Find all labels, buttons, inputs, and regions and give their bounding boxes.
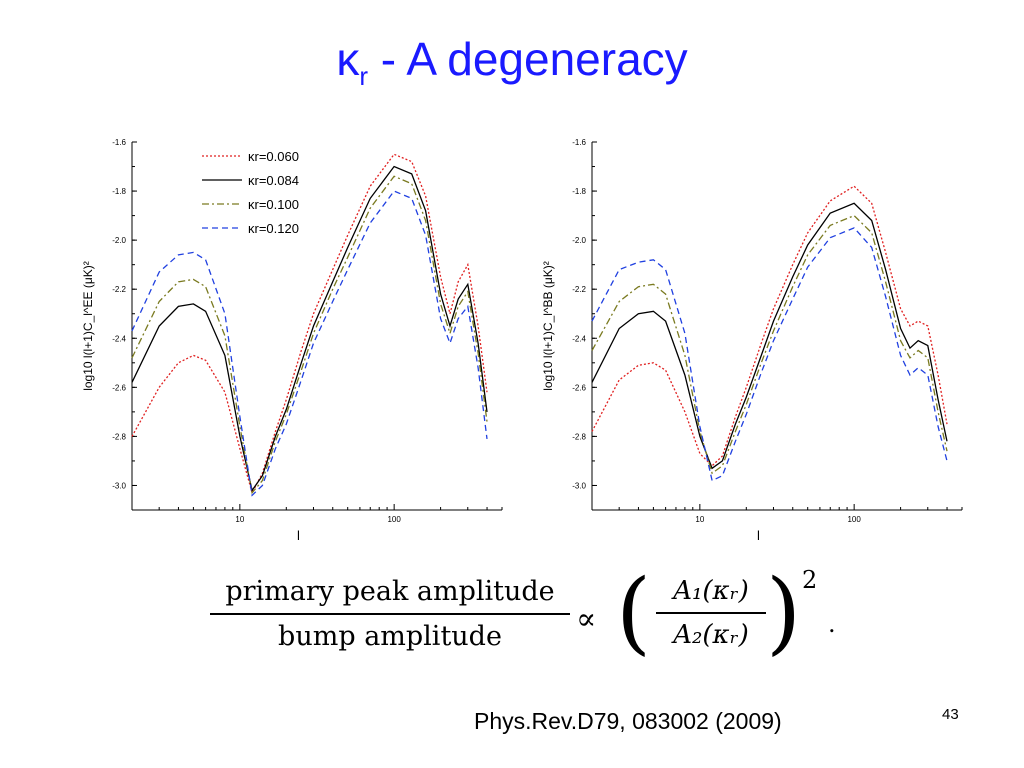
y-tick-label: -1.8 bbox=[112, 187, 126, 196]
ee-spectrum-chart: -1.6 -1.8 -2.0 -2.2 -2.4 -2.6 -2.8 -3.0 10 100 l lo… bbox=[70, 128, 510, 553]
rhs-fraction-bar bbox=[656, 612, 766, 614]
series-line bbox=[131, 165, 488, 492]
title-subscript: r bbox=[359, 61, 368, 92]
amplitude-ratio-formula: primary peak amplitude bump amplitude ∝ … bbox=[210, 560, 836, 668]
series-line bbox=[591, 214, 948, 475]
y-tick-label: -2.8 bbox=[572, 432, 586, 441]
x-tick-label: 100 bbox=[387, 515, 401, 524]
y-axis-label: log10 l(l+1)C_l^EE (μK)² bbox=[81, 261, 95, 391]
right-paren: ) bbox=[766, 560, 802, 665]
y-tick-label: -3.0 bbox=[572, 481, 586, 490]
formula-denominator: bump amplitude bbox=[278, 621, 502, 652]
y-tick-label: -2.0 bbox=[572, 236, 586, 245]
ee-spectrum-svg: -1.6 -1.8 -2.0 -2.2 -2.4 -2.6 -2.8 -3.0 10 100 l lo… bbox=[81, 138, 503, 543]
x-tick-label: 10 bbox=[695, 515, 704, 524]
x-tick-label: 100 bbox=[847, 515, 861, 524]
legend-label: κr=0.060 bbox=[248, 149, 299, 164]
y-tick-label: -2.8 bbox=[112, 432, 126, 441]
legend-label: κr=0.120 bbox=[248, 221, 299, 236]
y-tick-label: -2.6 bbox=[572, 383, 586, 392]
formula-numerator: primary peak amplitude bbox=[225, 576, 555, 607]
y-tick-label: -2.6 bbox=[112, 383, 126, 392]
series-line bbox=[131, 190, 488, 497]
series-line bbox=[131, 175, 488, 495]
legend-label: κr=0.084 bbox=[248, 173, 299, 188]
title-rest: - A degeneracy bbox=[368, 33, 688, 85]
y-tick-label: -2.4 bbox=[112, 334, 126, 343]
formula-period: . bbox=[828, 610, 836, 638]
y-tick-label: -1.6 bbox=[112, 138, 126, 147]
rhs-denominator: A₂(κᵣ) bbox=[673, 620, 749, 650]
y-axis-label: log10 l(l+1)C_l^BB (μK)² bbox=[541, 261, 555, 391]
formula-fraction: primary peak amplitude bump amplitude bbox=[210, 576, 570, 652]
series-line bbox=[131, 153, 488, 495]
y-tick-label: -1.8 bbox=[572, 187, 586, 196]
fraction-bar bbox=[210, 613, 570, 615]
slide-title: κr - A degeneracy bbox=[0, 32, 1024, 92]
series-line bbox=[591, 202, 948, 470]
y-tick-label: -2.0 bbox=[112, 236, 126, 245]
y-tick-label: -3.0 bbox=[112, 481, 126, 490]
bb-spectrum-chart: -1.6 -1.8 -2.0 -2.2 -2.4 -2.6 -2.8 -3.0 10 100 l lo… bbox=[530, 128, 970, 553]
formula-exponent: 2 bbox=[802, 566, 818, 594]
proportional-symbol: ∝ bbox=[576, 602, 597, 637]
legend-label: κr=0.100 bbox=[248, 197, 299, 212]
rhs-numerator: A₁(κᵣ) bbox=[673, 576, 749, 606]
left-paren: ( bbox=[616, 560, 652, 665]
series-line bbox=[591, 185, 948, 467]
page-number: 43 bbox=[942, 706, 959, 723]
title-kappa: κ bbox=[336, 33, 360, 85]
y-tick-label: -2.2 bbox=[572, 285, 586, 294]
x-axis-label: l bbox=[757, 528, 760, 543]
rhs-fraction: A₁(κᵣ) A₂(κᵣ) bbox=[656, 576, 766, 650]
y-tick-label: -1.6 bbox=[572, 138, 586, 147]
x-tick-label: 10 bbox=[235, 515, 244, 524]
bb-spectrum-svg: -1.6 -1.8 -2.0 -2.2 -2.4 -2.6 -2.8 -3.0 10 100 l lo… bbox=[541, 138, 963, 543]
y-tick-label: -2.2 bbox=[112, 285, 126, 294]
citation: Phys.Rev.D79, 083002 (2009) bbox=[474, 708, 782, 734]
series-line bbox=[591, 227, 948, 482]
y-tick-label: -2.4 bbox=[572, 334, 586, 343]
x-axis-label: l bbox=[297, 528, 300, 543]
